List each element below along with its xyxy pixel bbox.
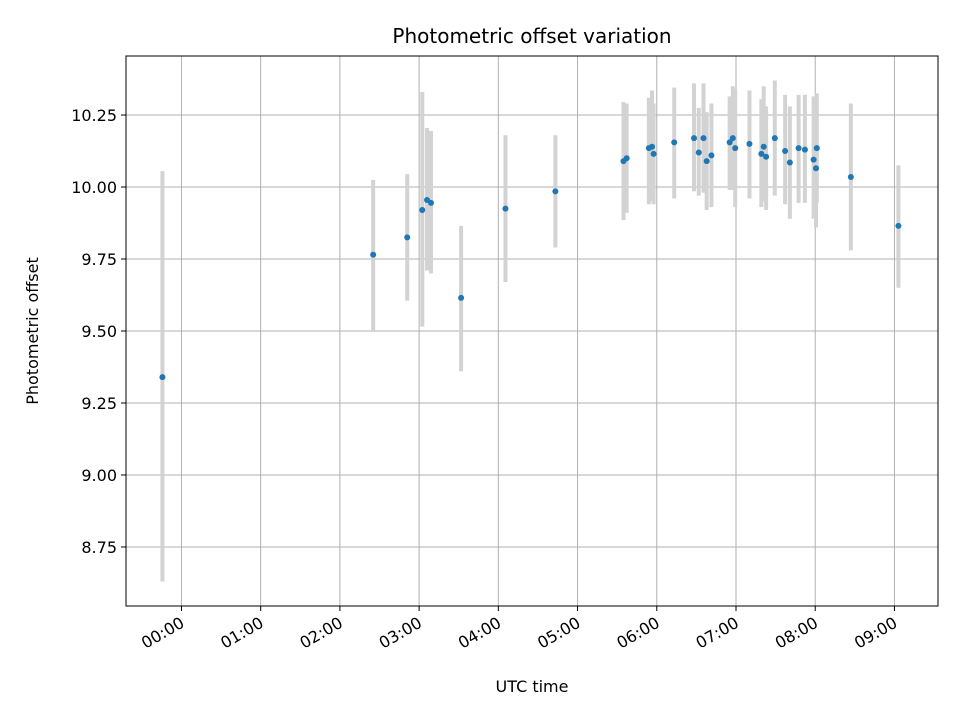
data-point: [847, 173, 854, 180]
data-point: [623, 155, 630, 162]
y-tick-label: 9.25: [81, 394, 117, 413]
data-point: [703, 158, 710, 165]
data-point: [813, 145, 820, 152]
data-point: [458, 294, 465, 301]
data-point: [419, 207, 426, 214]
y-tick-label: 8.75: [81, 538, 117, 557]
data-point: [708, 152, 715, 159]
data-point: [746, 140, 753, 147]
data-point: [771, 135, 778, 142]
y-tick-label: 10.25: [71, 106, 117, 125]
data-point: [782, 148, 789, 155]
y-tick-label: 10.00: [71, 178, 117, 197]
data-point: [795, 145, 802, 152]
data-point: [763, 153, 770, 160]
data-point: [700, 135, 707, 142]
data-point: [404, 234, 411, 241]
y-tick-label: 9.75: [81, 250, 117, 269]
data-point: [427, 199, 434, 206]
data-point: [502, 205, 509, 212]
y-tick-label: 9.50: [81, 322, 117, 341]
y-axis-ticks: 8.75 9.00 9.25 9.50 9.75 10.00 10.25: [71, 106, 126, 557]
y-tick-label: 9.00: [81, 466, 117, 485]
data-point: [786, 159, 793, 166]
data-point: [813, 165, 820, 172]
data-point: [695, 149, 702, 156]
data-point: [810, 156, 817, 163]
data-point: [801, 146, 808, 153]
data-point: [370, 251, 377, 258]
data-point: [650, 150, 657, 157]
data-point: [649, 143, 656, 150]
x-axis-label: UTC time: [496, 677, 569, 696]
data-point: [159, 374, 166, 381]
data-point: [760, 143, 767, 150]
data-point: [729, 135, 736, 142]
y-axis-label: Photometric offset: [23, 257, 42, 405]
data-point: [552, 188, 559, 195]
chart-title: Photometric offset variation: [392, 24, 671, 48]
data-point: [895, 222, 902, 229]
data-points: [159, 135, 902, 381]
data-point: [691, 135, 698, 142]
data-point: [726, 139, 733, 146]
data-point: [671, 139, 678, 146]
data-point: [758, 150, 765, 157]
data-point: [732, 145, 739, 152]
